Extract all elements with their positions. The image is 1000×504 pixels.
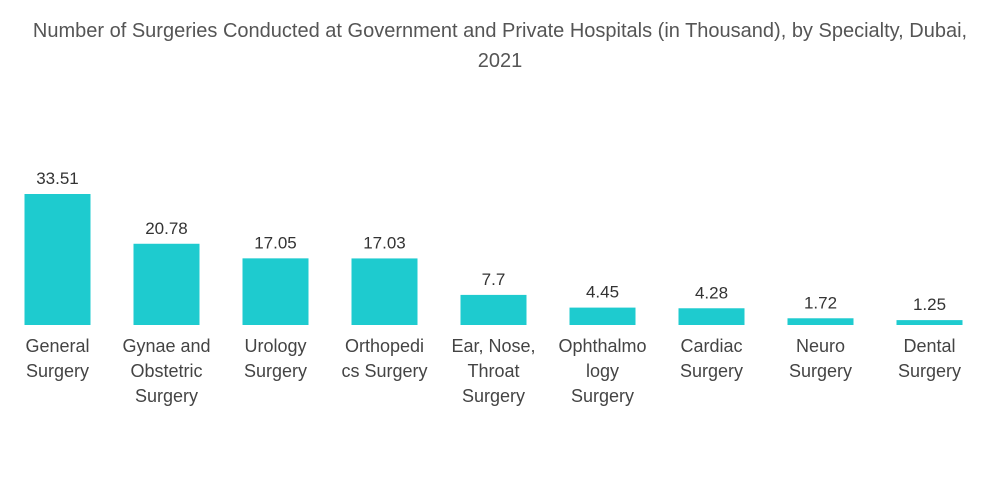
- value-label: 4.45: [586, 283, 619, 302]
- value-label: 17.05: [254, 233, 297, 252]
- category-label: General Surgery: [25, 336, 90, 381]
- bar: [569, 307, 636, 325]
- value-label: 20.78: [145, 219, 188, 238]
- bar: [351, 258, 418, 325]
- value-label: 7.7: [482, 270, 506, 289]
- category-label: Orthopedi cs Surgery: [341, 336, 428, 381]
- bar: [460, 294, 527, 325]
- category-label: Cardiac Surgery: [679, 336, 744, 381]
- category-label: Urology Surgery: [243, 336, 308, 381]
- bar: [24, 194, 91, 325]
- value-label: 33.51: [36, 169, 79, 188]
- value-label: 4.28: [695, 283, 728, 302]
- category-label: Ear, Nose, Throat Surgery: [451, 336, 536, 406]
- bar: [133, 243, 200, 325]
- category-label: Dental Surgery: [897, 336, 962, 381]
- bar: [678, 308, 745, 325]
- category-label: Neuro Surgery: [788, 336, 853, 381]
- category-label: Ophthalmo logy Surgery: [558, 336, 647, 406]
- value-label: 1.72: [804, 293, 837, 312]
- chart-title: Number of Surgeries Conducted at Governm…: [32, 20, 968, 72]
- category-label: Gynae and Obstetric Surgery: [122, 336, 211, 406]
- value-label: 17.03: [363, 233, 406, 252]
- bar: [896, 320, 963, 325]
- bar: [242, 258, 309, 325]
- bar: [787, 318, 854, 325]
- value-label: 1.25: [913, 295, 946, 314]
